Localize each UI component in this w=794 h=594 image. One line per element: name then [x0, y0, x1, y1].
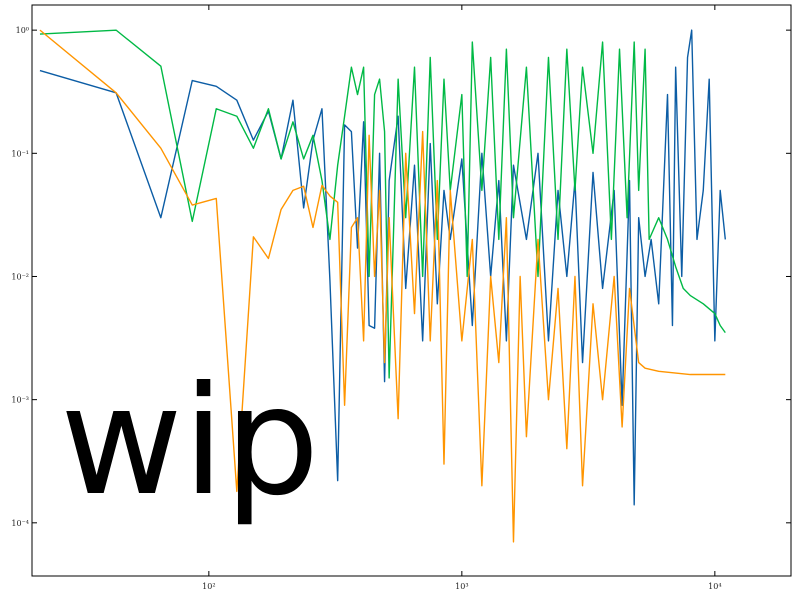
plot-frame [31, 4, 792, 577]
x-tick-label: 10³ [455, 582, 468, 591]
x-tick-label: 10² [202, 582, 215, 591]
y-tick-label: 10⁻³ [11, 396, 29, 405]
y-tick-label: 10⁻¹ [11, 149, 29, 158]
series-line [39, 29, 727, 506]
series-line [39, 29, 726, 543]
axes: 10² 10³ 10⁴ 10⁻⁴ 10⁻³ 10⁻² 10⁻¹ 10⁰ [11, 5, 791, 591]
y-tick-label: 10⁻⁴ [11, 519, 29, 528]
x-tick-label: 10⁴ [708, 582, 721, 591]
y-tick-label: 10⁻² [11, 272, 29, 281]
lines [39, 29, 727, 543]
series-line [39, 29, 726, 379]
y-tick-label: 10⁰ [16, 26, 29, 35]
annotation: wip [60, 355, 320, 529]
